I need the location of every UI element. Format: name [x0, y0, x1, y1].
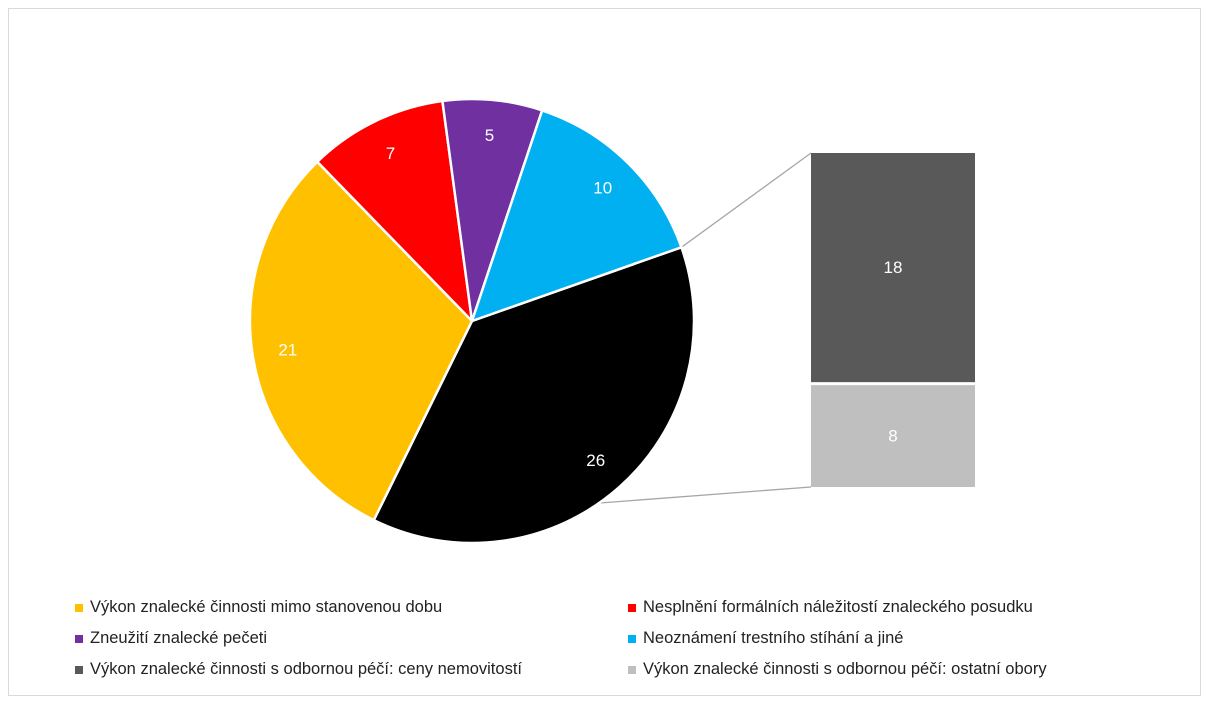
pie-slice-neoznameni-trestniho-stihani-a-jine	[470, 109, 683, 323]
legend-label: Výkon znalecké činnosti s odbornou péčí:…	[643, 660, 1047, 678]
legend-swatch	[75, 665, 83, 674]
connector-line-top	[681, 152, 812, 248]
pie-slice-zneuziti-znalecke-peceti	[441, 97, 544, 323]
legend-item-vykon-znalecke-cinnosti-s-odbornou-peci-ostatni-obory: Výkon znalecké činnosti s odbornou péčí:…	[628, 657, 1185, 682]
legend-label: Zneužití znalecké pečeti	[90, 629, 268, 647]
pie	[248, 97, 696, 545]
legend: Výkon znalecké činnosti mimo stanovenou …	[75, 595, 1185, 682]
bar-segment-vykon-znalecke-cinnosti-s-odbornou-peci-ceny-nemovitosti	[811, 153, 975, 383]
bar-of-pie-chart: 26 21 7 5 10 18 8	[248, 97, 975, 545]
legend-swatch	[628, 665, 636, 674]
bar-label-vykon-znalecke-cinnosti-s-odbornou-peci-ostatni-obory: 8	[888, 427, 897, 446]
legend-label: Výkon znalecké činnosti s odbornou péčí:…	[90, 660, 522, 678]
legend-swatch	[75, 634, 83, 643]
legend-swatch	[628, 634, 636, 643]
legend-label: Nesplnění formálních náležitostí znaleck…	[643, 598, 1033, 616]
pie-label-zneuziti-znalecke-peceti: 5	[485, 126, 494, 145]
legend-item-nesplneni-formalnich-nalezitosti-znaleckeho-posudku: Nesplnění formálních náležitostí znaleck…	[628, 595, 1185, 620]
legend-swatch	[628, 603, 636, 612]
legend-item-vykon-znalecke-cinnosti-s-odbornou-peci-ceny-nemovitosti: Výkon znalecké činnosti s odbornou péčí:…	[75, 657, 628, 682]
bar-segment-vykon-znalecke-cinnosti-s-odbornou-peci-ostatni-obory	[811, 385, 975, 487]
legend-swatch	[75, 603, 83, 612]
secondary-bar	[811, 153, 975, 487]
chart-frame: 26 21 7 5 10 18 8 Výkon znalecké činnosti mim…	[8, 8, 1201, 696]
pie-slice-vykon-znalecke-cinnosti-mimo-stanovenou-dobu	[248, 160, 474, 522]
pie-label-vykon-znalecke-cinnosti-s-odbornou-peci: 26	[586, 451, 605, 470]
legend-item-vykon-znalecke-cinnosti-mimo-stanovenou-dobu: Výkon znalecké činnosti mimo stanovenou …	[75, 595, 628, 620]
pie-slice-nesplneni-formalnich-nalezitosti-znaleckeho-posudku	[316, 99, 474, 323]
legend-label: Výkon znalecké činnosti mimo stanovenou …	[90, 598, 443, 616]
legend-item-zneuziti-znalecke-peceti: Zneužití znalecké pečeti	[75, 626, 628, 651]
pie-slice-vykon-znalecke-cinnosti-s-odbornou-peci	[372, 246, 696, 545]
legend-item-neoznameni-trestniho-stihani-a-jine: Neoznámení trestního stíhání a jiné	[628, 626, 1185, 651]
pie-label-neoznameni-trestniho-stihani-a-jine: 10	[593, 179, 612, 198]
pie-label-vykon-znalecke-cinnosti-mimo-stanovenou-dobu: 21	[278, 341, 297, 360]
legend-label: Neoznámení trestního stíhání a jiné	[643, 629, 904, 647]
bar-labels: 18 8	[884, 258, 903, 446]
bar-label-vykon-znalecke-cinnosti-s-odbornou-peci-ceny-nemovitosti: 18	[884, 258, 903, 277]
pie-labels: 26 21 7 5 10	[278, 126, 612, 470]
pie-label-nesplneni-formalnich-nalezitosti-znaleckeho-posudku: 7	[386, 144, 395, 163]
